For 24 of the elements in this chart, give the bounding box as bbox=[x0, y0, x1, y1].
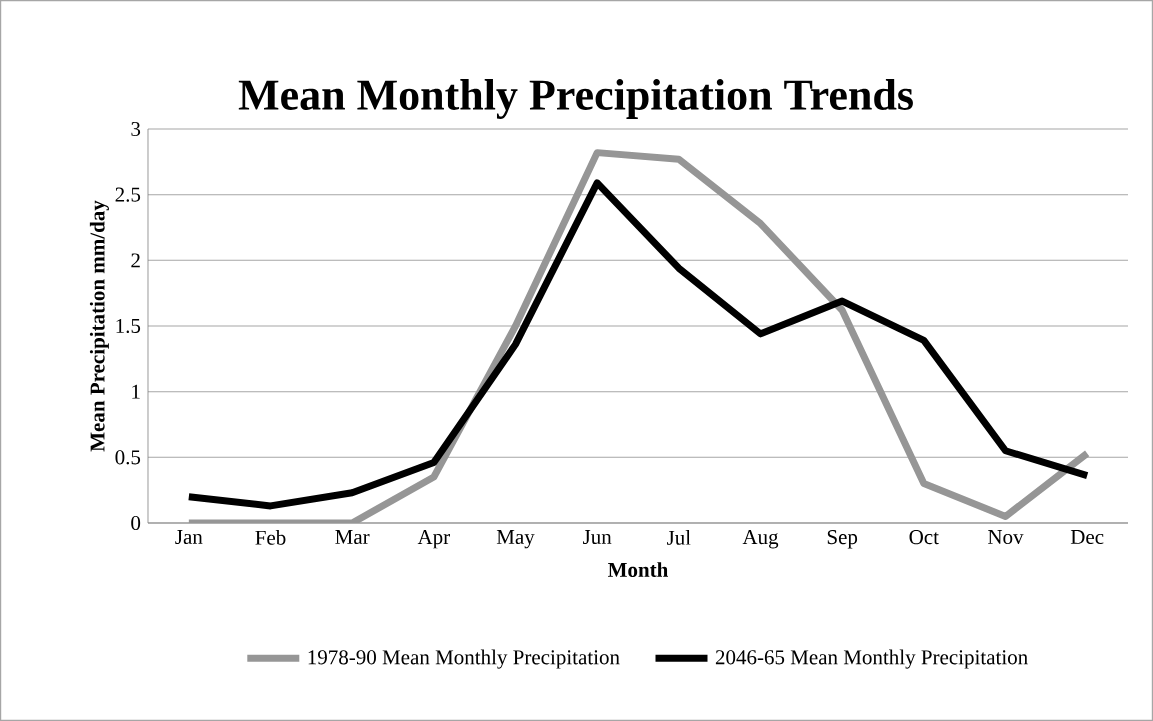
x-tick-label: Sep bbox=[827, 530, 858, 549]
x-tick-label: Feb bbox=[255, 530, 286, 545]
x-tick-label: Mar bbox=[335, 530, 370, 545]
legend-label: 2046-65 Mean Monthly Precipitation bbox=[715, 649, 1028, 669]
y-tick-label: 1 bbox=[132, 384, 140, 399]
y-tick-label: 2 bbox=[131, 253, 140, 268]
legend-label: 1978-90 Mean Monthly Precipitation bbox=[308, 649, 620, 669]
y-tick-label: 0 bbox=[131, 515, 141, 531]
chart-title: Mean Monthly Precipitation Trends bbox=[238, 78, 913, 120]
x-axis-title: Month bbox=[608, 562, 669, 577]
y-axis-title: Mean Precipitation mm/day bbox=[89, 200, 109, 452]
x-tick-label: Jan bbox=[175, 530, 203, 545]
y-tick-label: 0.5 bbox=[115, 450, 141, 465]
x-tick-label: Nov bbox=[988, 530, 1024, 545]
x-tick-label: Apr bbox=[417, 530, 450, 549]
x-tick-label: Dec bbox=[1070, 530, 1104, 545]
x-tick-label: May bbox=[496, 530, 535, 549]
x-tick-label: Aug bbox=[742, 530, 779, 549]
y-tick-label: 2.5 bbox=[115, 187, 141, 202]
x-tick-label: Jul bbox=[667, 530, 691, 545]
x-tick-label: Jun bbox=[583, 530, 612, 545]
y-tick-label: 1.5 bbox=[116, 318, 141, 334]
x-tick-label: Oct bbox=[909, 530, 939, 545]
y-tick-label: 3 bbox=[131, 121, 141, 137]
